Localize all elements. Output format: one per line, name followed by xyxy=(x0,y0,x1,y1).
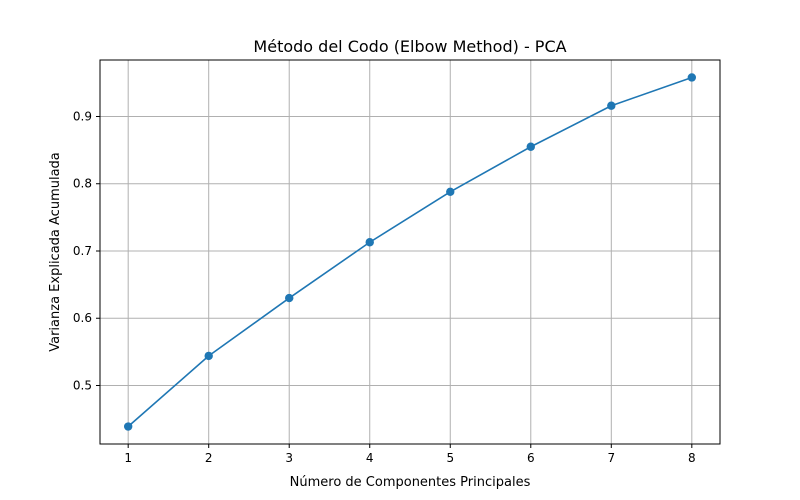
chart-title: Método del Codo (Elbow Method) - PCA xyxy=(253,37,566,56)
data-point xyxy=(526,142,535,151)
data-point xyxy=(204,351,213,361)
data-point xyxy=(687,73,697,82)
grid xyxy=(100,60,720,444)
x-tick-label: 8 xyxy=(688,451,696,465)
data-point xyxy=(446,187,455,197)
x-tick-label: 7 xyxy=(607,451,615,465)
x-tick-label: 4 xyxy=(366,451,374,465)
x-axis-label: Número de Componentes Principales xyxy=(290,475,531,490)
y-tick-label: 0.8 xyxy=(73,177,92,191)
x-tick-label: 3 xyxy=(285,451,293,465)
y-tick-label: 0.7 xyxy=(73,244,92,258)
data-point xyxy=(123,422,133,431)
series xyxy=(123,73,697,431)
data-point xyxy=(285,293,294,303)
x-tick-label: 5 xyxy=(446,451,454,465)
x-tick-label: 2 xyxy=(205,451,213,465)
series-line xyxy=(127,76,693,428)
y-tick-label: 0.9 xyxy=(73,109,92,123)
plot-frame xyxy=(99,59,721,445)
x-tick-label: 1 xyxy=(124,451,132,465)
y-tick-label: 0.6 xyxy=(73,311,92,325)
data-point xyxy=(365,238,374,247)
y-axis-label: Varianza Explicada Acumulada xyxy=(48,152,63,352)
y-tick-label: 0.5 xyxy=(73,378,92,392)
ticks: 1 2 3 4 5 6 7 8 0.5 0.6 0.7 0.8 0.9 xyxy=(73,109,696,465)
data-point xyxy=(607,101,616,110)
x-tick-label: 6 xyxy=(527,451,535,465)
